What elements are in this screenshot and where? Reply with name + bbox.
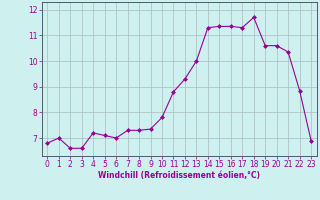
X-axis label: Windchill (Refroidissement éolien,°C): Windchill (Refroidissement éolien,°C) — [98, 171, 260, 180]
